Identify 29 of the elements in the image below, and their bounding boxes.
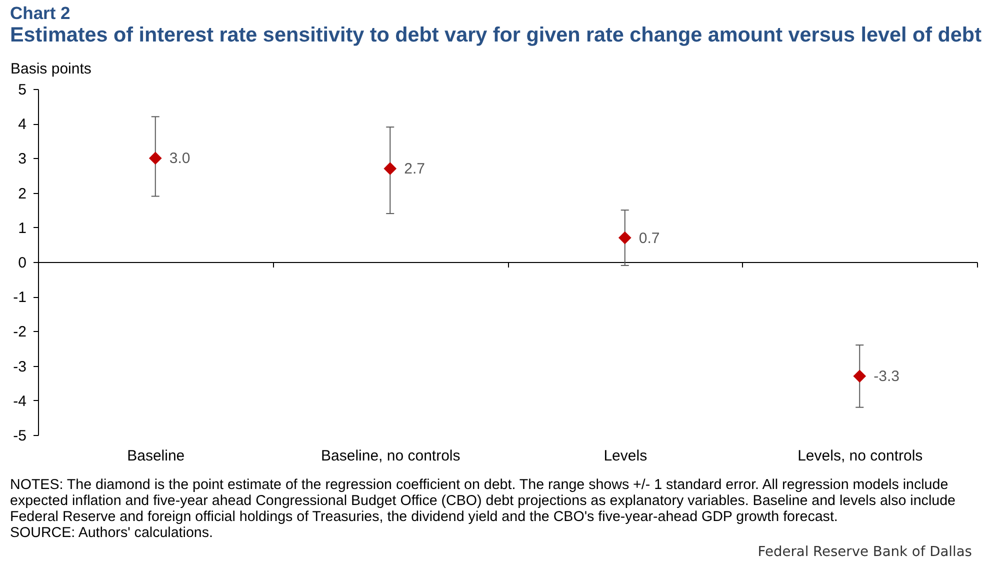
y-tick-label: -5 xyxy=(13,428,26,444)
source-note: SOURCE: Authors' calculations. xyxy=(10,525,214,541)
chart-subtitle: Estimates of interest rate sensitivity to debt vary for given rate change amount versus level of debt xyxy=(10,23,982,46)
y-tick-label: -3 xyxy=(13,358,26,376)
x-tick-label: Levels, no controls xyxy=(798,448,923,464)
data-label: 3.0 xyxy=(169,150,190,168)
data-label: 2.7 xyxy=(404,160,425,178)
y-tick-label: 5 xyxy=(18,82,26,98)
point xyxy=(384,162,397,176)
x-tick-label: Baseline, no controls xyxy=(321,448,460,464)
y-tick-label: 1 xyxy=(18,220,26,237)
data-label: -3.3 xyxy=(874,368,900,386)
text: NOTES: The diamond is the point estimate of the regression coefficient on debt. The range shows +/- 1 standard error. All regression models include expected inflation and five-year ahead Congressional Budget Office (CBO) debt projections as explanatory variables. Baseline and levels also include Federal Reserve and foreign official holdings of Treasuries, the dividend yield and the CBO's five-year-ahead GDP growth forecast. xyxy=(10,477,956,525)
y-tick-label: 0 xyxy=(18,254,26,272)
x-tick-label: Baseline xyxy=(127,448,185,464)
y-tick-label: -1 xyxy=(13,289,26,306)
text: Federal Reserve Bank of Dallas xyxy=(758,544,972,560)
y-tick-label: -4 xyxy=(13,392,26,410)
y-tick-label: 4 xyxy=(18,116,26,134)
point xyxy=(853,370,866,383)
y-axis-title: Basis points xyxy=(10,60,92,78)
x-tick-label: Levels xyxy=(604,448,648,464)
y-tick-label: 2 xyxy=(18,185,26,202)
chart-title: Chart 2 xyxy=(10,2,71,23)
data-label: 0.7 xyxy=(638,230,660,247)
y-tick-label: -2 xyxy=(13,324,26,341)
point xyxy=(148,152,162,165)
point xyxy=(618,231,632,244)
y-tick-label: 3 xyxy=(18,150,26,168)
